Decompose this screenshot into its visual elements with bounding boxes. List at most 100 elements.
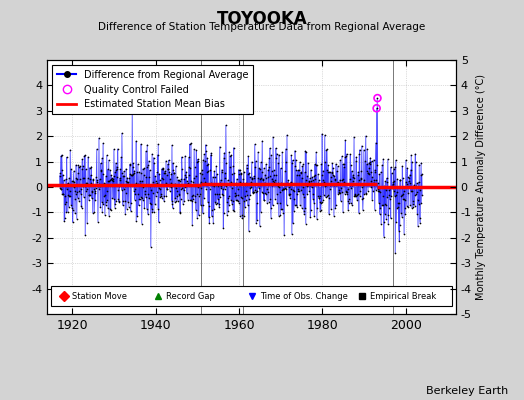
Point [58,167,67,174]
Point [360,191,368,197]
Point [151,178,160,184]
Point [344,206,352,213]
Point [400,196,409,202]
Point [355,151,364,158]
Point [308,184,316,191]
Point [185,141,194,147]
Point [354,177,363,183]
Point [81,232,90,238]
Point [266,145,274,151]
Point [158,165,167,171]
Point [362,133,370,139]
Point [335,176,344,183]
Point [265,173,274,179]
Point [169,160,177,166]
Point [192,159,201,166]
Point [64,180,72,186]
Point [378,162,386,168]
Point [329,165,337,171]
Point [220,210,228,216]
Point [128,172,136,178]
Point [236,170,245,177]
Point [290,202,299,208]
Point [129,164,137,170]
Point [405,184,413,190]
Point [346,176,354,183]
Point [372,176,380,183]
Point [417,172,425,178]
Point [170,199,179,205]
Point [328,169,336,176]
Point [288,157,297,164]
Point [57,153,65,159]
Point [307,178,315,184]
Point [64,192,72,198]
Point [222,160,231,166]
Point [418,192,427,198]
Point [289,187,298,194]
Point [183,180,192,186]
Point [168,142,176,148]
Point [74,162,83,168]
Point [400,204,409,211]
Point [137,220,146,227]
Point [290,208,298,214]
Point [373,289,381,296]
Point [268,202,277,208]
Point [190,175,198,182]
Point [164,166,172,172]
Point [206,167,214,174]
Point [81,182,89,189]
Point [342,189,350,196]
Point [272,190,281,197]
Point [345,182,354,188]
Point [339,209,347,216]
Point [357,168,366,175]
Point [208,207,216,214]
Point [169,167,178,173]
Point [357,174,365,181]
Point [251,164,259,170]
Point [371,168,379,175]
Point [328,170,336,176]
Point [173,192,182,199]
Point [119,186,128,192]
Point [254,180,262,187]
Point [155,170,163,177]
Point [324,162,333,169]
Point [331,205,340,212]
Point [366,168,375,175]
Point [89,210,97,216]
Point [350,134,358,140]
Point [161,180,170,186]
Point [216,180,224,186]
Point [101,180,110,187]
Point [257,174,266,181]
Point [172,184,180,191]
Point [149,190,157,196]
Text: Station Move: Station Move [72,292,127,301]
Point [96,204,104,210]
Point [397,192,406,199]
Point [184,172,193,179]
Point [380,233,388,240]
Point [367,178,376,184]
Point [223,177,232,183]
Point [260,165,268,171]
Point [166,184,174,191]
Point [110,146,118,153]
Point [221,186,229,192]
Point [348,174,357,180]
Point [259,176,267,182]
Point [98,208,106,215]
Point [102,199,111,206]
Point [299,161,308,167]
Point [354,191,362,198]
Point [370,180,378,186]
Point [398,163,407,169]
Point [150,160,158,166]
Point [157,193,166,199]
Point [199,210,207,216]
Point [225,164,234,170]
Point [285,192,293,198]
